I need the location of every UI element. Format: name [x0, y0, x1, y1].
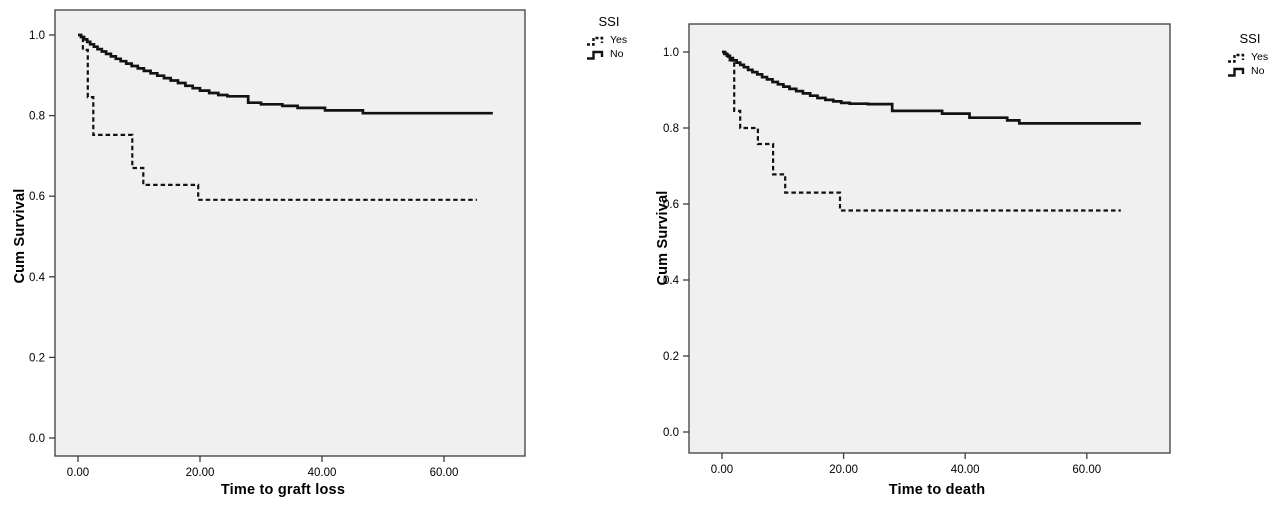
x-tick-label: 40.00: [308, 467, 337, 479]
y-tick-label: 0.8: [29, 111, 45, 123]
y-tick-label: 0.8: [663, 123, 679, 135]
y-tick-label: 0.4: [663, 275, 680, 287]
legend-item-no: No: [586, 48, 632, 61]
x-tick-label: 60.00: [1072, 464, 1101, 476]
km-plot-time-to-death: 1.0 0.8 0.6 0.4 0.2 0.0 0.00 20.00 40.00 60.00: [663, 23, 1171, 476]
legend-item-yes: Yes: [586, 34, 632, 47]
y-tick-label: 0.2: [663, 351, 679, 363]
y-tick-label: 0.0: [29, 433, 45, 445]
legend-item-label: Yes: [1251, 51, 1269, 63]
legend-item-yes: Yes: [1227, 51, 1273, 64]
x-axis-title: Time to graft loss: [220, 482, 346, 498]
y-tick-label: 0.6: [29, 191, 45, 203]
plot-area: [54, 9, 526, 457]
solid-line-sample-icon: [587, 50, 604, 60]
x-axis-title: Time to death: [888, 482, 986, 498]
y-tick-label: 1.0: [663, 47, 679, 59]
y-tick-label: 0.0: [663, 427, 679, 439]
x-tick-label: 20.00: [829, 464, 858, 476]
y-tick-label: 0.2: [29, 352, 45, 364]
legend-item-label: Yes: [610, 34, 628, 46]
km-curve-no: [78, 33, 493, 115]
y-tick-label: 0.4: [29, 272, 46, 284]
legend: SSI Yes No: [586, 14, 632, 62]
x-tick-label: 0.00: [67, 467, 89, 479]
dashed-line-sample-icon: [587, 36, 604, 46]
km-curve-yes: [722, 50, 1121, 212]
legend-item-label: No: [1251, 65, 1265, 77]
y-tick-label: 1.0: [29, 30, 45, 42]
x-tick-label: 60.00: [430, 467, 459, 479]
legend-title: SSI: [598, 14, 620, 29]
solid-line-sample-icon: [1228, 67, 1245, 77]
legend-title: SSI: [1239, 31, 1261, 46]
km-plot-time-to-graft-loss: 1.0 0.8 0.6 0.4 0.2 0.0 0.00 20.00 40.00 60.00: [29, 9, 526, 479]
legend-item-label: No: [610, 48, 624, 60]
y-axis-title: Cum Survival: [12, 188, 28, 284]
x-tick-label: 20.00: [186, 467, 215, 479]
dashed-line-sample-icon: [1228, 53, 1245, 63]
x-tick-label: 40.00: [951, 464, 980, 476]
km-curve-no: [722, 50, 1141, 125]
legend-item-no: No: [1227, 65, 1273, 78]
x-tick-label: 0.00: [711, 464, 733, 476]
plot-area: [688, 23, 1171, 454]
y-tick-label: 0.6: [663, 199, 679, 211]
legend: SSI Yes No: [1227, 31, 1273, 79]
y-axis-title: Cum Survival: [655, 190, 671, 286]
